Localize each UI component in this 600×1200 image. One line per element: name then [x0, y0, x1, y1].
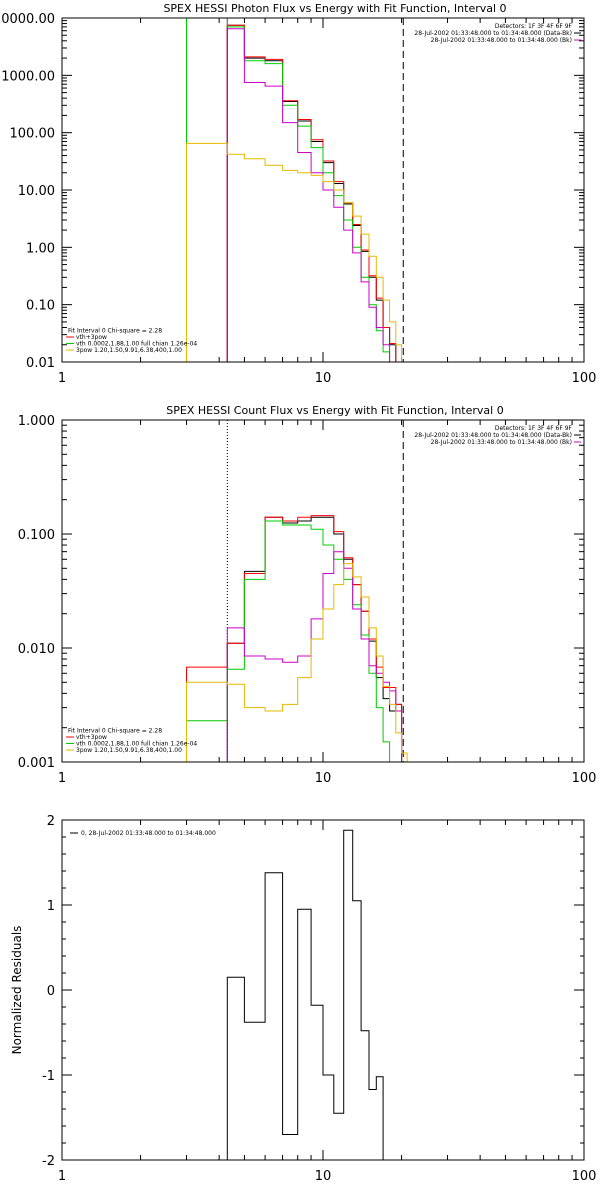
chart-0: SPEX HESSI Photon Flux vs Energy with Fi…	[0, 2, 596, 386]
series-3-histogram	[226, 28, 396, 362]
x-tick-label: 10	[315, 1169, 332, 1184]
series-4-histogram	[186, 142, 403, 362]
y-tick-label: 1.00	[26, 241, 55, 256]
series-0-histogram	[226, 24, 397, 362]
chart-title: SPEX HESSI Count Flux vs Energy with Fit…	[166, 404, 503, 417]
series-2-histogram	[186, 520, 396, 762]
chart-title: SPEX HESSI Photon Flux vs Energy with Fi…	[163, 2, 506, 15]
series-1-histogram	[226, 24, 397, 362]
legend-bottomleft-text: vth+3pow	[76, 334, 107, 341]
legend-topright-text: 28-Jul-2002 01:33:48.000 to 01:34:48.000…	[431, 37, 572, 44]
y-tick-label: 2	[47, 814, 55, 829]
series-2-histogram	[186, 18, 396, 362]
legend-bottomleft-text: vth+3pow	[76, 734, 107, 741]
y-tick-label: 1.000	[18, 414, 55, 429]
legend-bottomleft-text: 3pow 1.20,1.50,9.91,6.38,400,1.00	[76, 747, 182, 754]
x-tick-label: 100	[572, 371, 597, 386]
series-4-histogram	[186, 563, 413, 762]
x-tick-label: 100	[572, 771, 597, 786]
plot-frame	[61, 419, 585, 763]
y-tick-label: 1	[47, 899, 55, 914]
legend-bottomleft-text: 3pow 1.20,1.50,9.91,6.38,400,1.00	[76, 347, 182, 354]
x-tick-label: 1	[58, 1169, 66, 1184]
chart-1: SPEX HESSI Count Flux vs Energy with Fit…	[18, 404, 597, 786]
plot-frame	[61, 17, 585, 363]
x-tick-label: 100	[572, 1169, 597, 1184]
legend-bottomleft-text: vth 0.0002,1.88,1.00 full chian 1.26e-04	[76, 341, 197, 348]
y-tick-label: 1000.00	[1, 69, 55, 84]
y-tick-label: 10000.00	[0, 12, 55, 27]
legend-bottomleft-text: vth 0.0002,1.88,1.00 full chian 1.26e-04	[76, 741, 197, 748]
y-tick-label: 0.10	[26, 299, 55, 314]
y-tick-label: 10.00	[18, 184, 55, 199]
legend-topleft-text: 0, 28-Jul-2002 01:33:48.000 to 01:34:48.…	[81, 830, 216, 837]
legend-topright-text: 28-Jul-2002 01:33:48.000 to 01:34:48.000…	[414, 30, 572, 37]
series-0-histogram	[226, 516, 403, 762]
y-tick-label: 0	[47, 984, 55, 999]
legend-topright-text: 28-Jul-2002 01:33:48.000 to 01:34:48.000…	[431, 439, 572, 446]
chart-2: Normalized Residuals -2 -1 0 1 2 1 10 100 0, 28-J…	[10, 814, 596, 1184]
legend-topright-text: Detectors: 1F 3F 4F 6F 9F	[495, 23, 573, 30]
x-tick-label: 10	[315, 371, 332, 386]
y-tick-label: 0.010	[18, 642, 55, 657]
legend-topright-text: 28-Jul-2002 01:33:48.000 to 01:34:48.000…	[414, 432, 572, 439]
y-axis-label: Normalized Residuals	[10, 926, 24, 1055]
x-tick-label: 10	[315, 771, 332, 786]
series-3-histogram	[226, 551, 403, 762]
y-tick-label: 0.100	[18, 528, 55, 543]
plot-frame	[61, 819, 585, 1161]
x-tick-label: 1	[58, 371, 66, 386]
x-tick-label: 1	[58, 771, 66, 786]
y-tick-label: 0.001	[18, 756, 55, 771]
y-tick-label: 100.00	[10, 127, 56, 142]
legend-bottomleft-text: Fit Interval 0 Chi-square = 2.28	[68, 728, 162, 735]
y-tick-label: -2	[42, 1154, 55, 1169]
y-tick-label: 0.01	[26, 356, 55, 371]
y-tick-label: -1	[42, 1069, 55, 1084]
series-0-histogram	[226, 829, 384, 1160]
legend-bottomleft-text: Fit Interval 0 Chi-square = 2.28	[68, 328, 162, 335]
legend-topright-text: Detectors: 1F 3F 4F 6F 9F	[495, 425, 573, 432]
